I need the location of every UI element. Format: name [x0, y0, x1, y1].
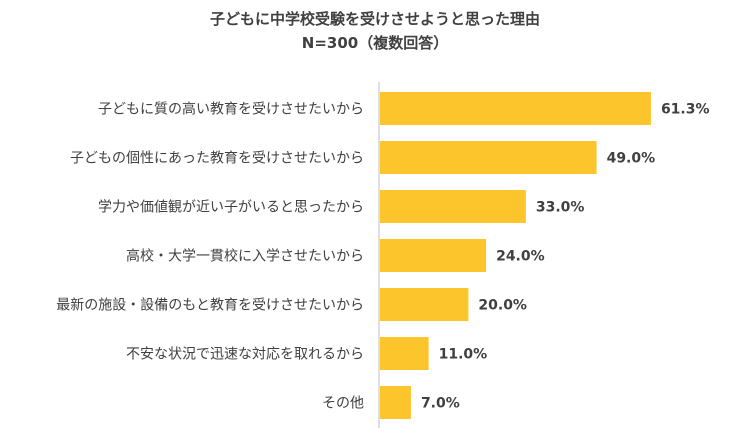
bar-2	[380, 141, 597, 174]
bar-5	[380, 288, 469, 321]
category-label-4: 高校・大学一貫校に入学させたいから	[126, 248, 364, 265]
category-label-5: 最新の施設・設備のもと教育を受けさせたいから	[56, 298, 364, 314]
chart-title: 子どもに中学校受験を受けさせようと思った理由	[210, 10, 540, 28]
bar-7	[380, 386, 411, 419]
bar-4	[380, 239, 487, 272]
category-label-1: 子どもに質の高い教育を受けさせたいから	[98, 101, 364, 118]
value-label-2: 49.0%	[607, 151, 656, 167]
value-label-5: 20.0%	[478, 298, 527, 314]
value-label-1: 61.3%	[661, 102, 710, 118]
category-label-2: 子どもの個性にあった教育を受けさせたいから	[70, 151, 364, 167]
bar-group: 子どもに質の高い教育を受けさせたいから 61.3% 子どもの個性にあった教育を受けさ…	[56, 92, 710, 419]
value-label-6: 11.0%	[439, 347, 488, 363]
value-label-3: 33.0%	[536, 200, 585, 216]
bar-3	[380, 190, 526, 223]
category-label-6: 不安な状況で迅速な対応を取れるから	[126, 347, 364, 363]
chart-subtitle: N=300（複数回答）	[302, 34, 448, 52]
category-label-7: その他	[322, 396, 364, 412]
value-label-4: 24.0%	[496, 249, 545, 265]
bar-1	[380, 92, 651, 125]
value-label-7: 7.0%	[421, 396, 460, 412]
category-label-3: 学力や価値観が近い子がいると思ったから	[98, 199, 364, 216]
bar-6	[380, 337, 429, 370]
